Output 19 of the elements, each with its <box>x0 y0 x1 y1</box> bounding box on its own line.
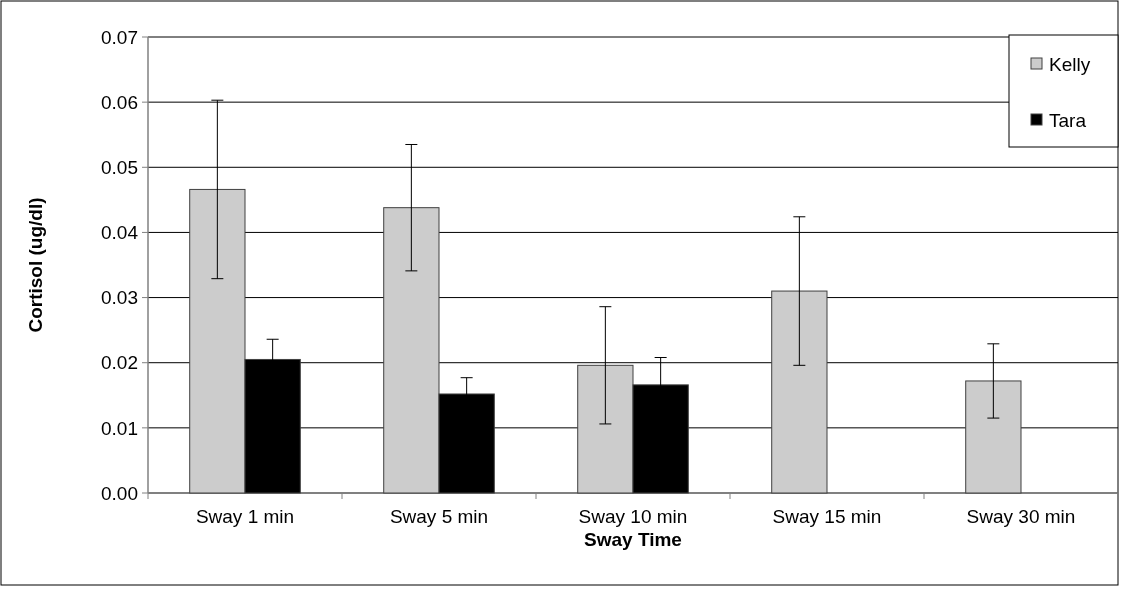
y-tick-label: 0.00 <box>101 482 138 504</box>
x-tick-label: Sway 1 min <box>195 506 295 527</box>
x-tick-label: Sway 30 min <box>966 506 1076 527</box>
x-tick-label: Sway 15 min <box>772 506 882 527</box>
legend-label: Kelly <box>1049 53 1091 75</box>
y-tick-label: 0.07 <box>101 26 138 48</box>
y-tick-label: 0.04 <box>101 222 139 244</box>
x-tick-label: Sway 10 min <box>578 506 688 527</box>
y-tick-label: 0.05 <box>101 156 138 178</box>
x-tick-label: Sway 5 min <box>389 506 489 527</box>
y-tick-label: 0.01 <box>101 417 138 439</box>
y-tick-label: 0.02 <box>101 352 138 374</box>
y-axis-title: Cortisol (ug/dl) <box>25 197 46 333</box>
y-tick-label: 0.03 <box>101 287 138 309</box>
legend-label: Tara <box>1049 109 1087 131</box>
bar <box>771 290 828 494</box>
bar <box>965 380 1022 494</box>
x-axis-title: Sway Time <box>584 529 682 550</box>
y-tick-label: 0.06 <box>101 91 138 113</box>
